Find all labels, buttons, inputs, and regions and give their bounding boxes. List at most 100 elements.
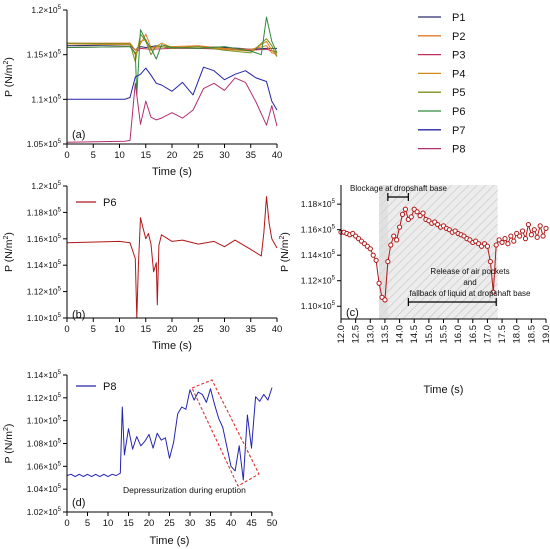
y-tick-label: 1.18×105 bbox=[301, 199, 336, 209]
y-tick-label: 1.15×105 bbox=[27, 50, 62, 60]
x-tick-label: 50 bbox=[267, 518, 278, 529]
x-tick-label: 12.0 bbox=[336, 325, 347, 344]
y-tick-label: 1.10×105 bbox=[27, 416, 62, 426]
x-tick-label: 15.5 bbox=[439, 325, 450, 344]
legend-label: P8 bbox=[452, 144, 465, 156]
legend-label: P7 bbox=[452, 125, 465, 137]
x-tick-label: 12.5 bbox=[351, 325, 362, 344]
x-tick-label: 30 bbox=[219, 324, 230, 335]
y-tick-label: 1.05×105 bbox=[27, 139, 62, 149]
x-tick-label: 0 bbox=[64, 150, 69, 161]
data-point bbox=[537, 223, 543, 229]
y-axis-label-text: P (N/m2) bbox=[3, 424, 15, 464]
series-line-p6 bbox=[66, 196, 278, 319]
series-line-p8 bbox=[66, 77, 278, 143]
x-tick-label: 0 bbox=[64, 324, 69, 335]
x-tick-label: 16.0 bbox=[453, 325, 464, 344]
data-point bbox=[420, 210, 426, 216]
data-point bbox=[396, 224, 403, 230]
data-point bbox=[408, 214, 414, 220]
data-point bbox=[367, 246, 373, 252]
x-tick-label: 45 bbox=[246, 518, 257, 529]
panel-a: 0 5 10 15 20 25 30 35 40 1.05×105 1.1×105 1.15×105 1… bbox=[3, 5, 465, 178]
panel-c: 12.0 12.5 13.0 13.5 14.0 14.5 15.0 15.5 16.0 16.5… bbox=[279, 184, 550, 396]
data-point bbox=[382, 297, 388, 303]
y-tick-label: 1.1×105 bbox=[31, 94, 61, 104]
x-tick-label: 35 bbox=[245, 324, 256, 335]
y-tick-label: 1.2×105 bbox=[31, 5, 61, 15]
x-tick-label: 5 bbox=[91, 324, 96, 335]
x-tick-label: 30 bbox=[185, 518, 196, 529]
data-point bbox=[394, 237, 400, 243]
x-tick-label: 10 bbox=[103, 518, 114, 529]
data-point bbox=[540, 233, 546, 239]
y-tick-label: 1.16×105 bbox=[27, 234, 62, 244]
y-tick-label: 1.12×105 bbox=[27, 287, 62, 297]
legend-label: P1 bbox=[452, 12, 465, 24]
data-point bbox=[487, 258, 493, 265]
data-point bbox=[543, 225, 549, 231]
x-tick-label: 14.5 bbox=[409, 325, 420, 344]
y-axis-label: P (N/m2) bbox=[279, 232, 291, 272]
x-tick-label: 5 bbox=[91, 150, 96, 161]
legend-label: P5 bbox=[452, 87, 465, 99]
x-tick-label: 19.0 bbox=[541, 325, 550, 344]
series-line-p4 bbox=[66, 39, 278, 57]
x-tick-label: 35 bbox=[245, 150, 256, 161]
y-axis-label-text: P (N/m2) bbox=[3, 57, 15, 97]
data-point bbox=[499, 239, 505, 246]
data-point bbox=[370, 252, 376, 258]
shaded-region bbox=[379, 185, 498, 319]
data-point bbox=[528, 232, 534, 238]
data-point bbox=[391, 233, 397, 239]
data-point bbox=[505, 241, 511, 247]
y-tick-label: 1.10×105 bbox=[301, 301, 336, 311]
data-point bbox=[502, 236, 508, 242]
y-axis-label: P (N/m2) bbox=[3, 57, 15, 97]
y-tick-label: 1.14×105 bbox=[301, 250, 336, 260]
data-point bbox=[373, 257, 379, 263]
x-tick-label: 13.5 bbox=[380, 325, 391, 344]
x-tick-label: 5 bbox=[85, 518, 90, 529]
x-axis-label: Time (s) bbox=[150, 535, 190, 547]
x-tick-label: 40 bbox=[272, 150, 283, 161]
data-point bbox=[414, 209, 420, 215]
series-line-p5 bbox=[66, 33, 278, 63]
legend-label: P4 bbox=[452, 68, 465, 80]
x-tick-label: 20 bbox=[167, 324, 178, 335]
x-tick-label: 20 bbox=[144, 518, 155, 529]
y-axis-label-text: P (N/m2) bbox=[279, 232, 291, 272]
data-point bbox=[402, 206, 409, 212]
y-tick-label: 1.18×105 bbox=[27, 207, 62, 217]
y-tick-label: 1.02×105 bbox=[27, 507, 62, 517]
x-tick-label: 15 bbox=[140, 324, 151, 335]
x-axis-label: Time (s) bbox=[152, 166, 192, 178]
legend-label: P6 bbox=[452, 106, 465, 118]
series-line-p8 bbox=[66, 387, 273, 481]
x-tick-label: 18.0 bbox=[512, 325, 523, 344]
y-tick-label: 1.04×105 bbox=[27, 484, 62, 494]
x-tick-label: 20 bbox=[167, 150, 178, 161]
x-tick-label: 10 bbox=[114, 150, 125, 161]
data-point bbox=[525, 221, 532, 228]
panel-label: (a) bbox=[72, 129, 85, 141]
data-point bbox=[519, 228, 526, 234]
highlight-box bbox=[191, 379, 260, 487]
x-tick-label: 13.0 bbox=[365, 325, 376, 344]
x-axis-label: Time (s) bbox=[424, 384, 464, 396]
legend-label: P2 bbox=[452, 31, 465, 43]
y-tick-label: 1.2×105 bbox=[31, 181, 61, 191]
y-tick-label: 1.08×105 bbox=[27, 439, 62, 449]
data-point bbox=[531, 227, 537, 233]
x-tick-label: 18.5 bbox=[526, 325, 537, 344]
x-tick-label: 40 bbox=[272, 324, 283, 335]
shaded-region-dark bbox=[379, 185, 388, 319]
x-axis-label: Time (s) bbox=[152, 340, 192, 352]
y-axis-label: P (N/m2) bbox=[3, 424, 15, 464]
x-tick-label: 25 bbox=[193, 324, 204, 335]
data-point bbox=[376, 280, 382, 286]
data-point bbox=[534, 234, 540, 240]
y-axis-label-text: P (N/m2) bbox=[3, 232, 15, 272]
annotation-blockage: Blockage at dropshaft base bbox=[350, 184, 448, 193]
y-axis-label: P (N/m2) bbox=[3, 232, 15, 272]
